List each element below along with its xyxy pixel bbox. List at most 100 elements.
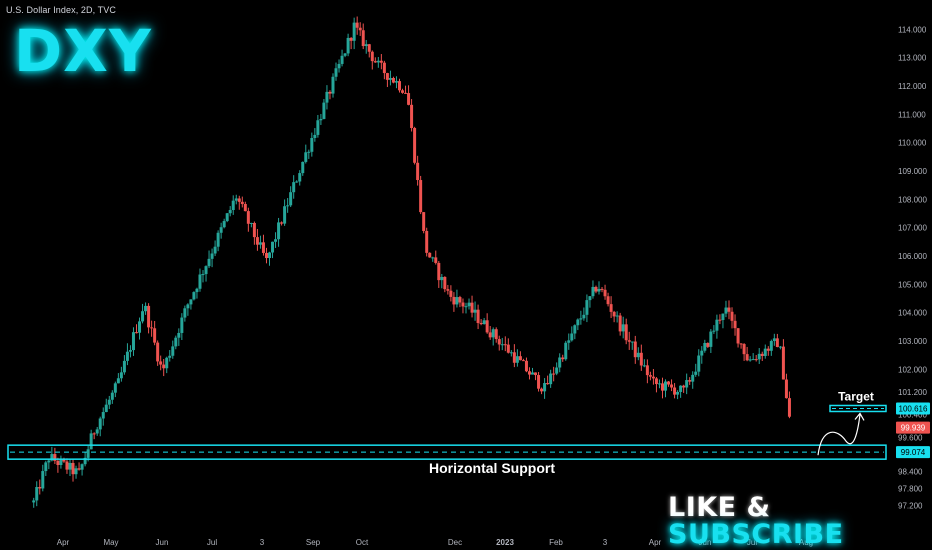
candle-body: [428, 252, 432, 258]
x-tick-label: Sep: [306, 538, 321, 547]
candle-body: [198, 274, 202, 289]
candle-body: [86, 449, 90, 458]
candle-body: [609, 304, 613, 312]
candle-body: [255, 237, 259, 245]
candle-body: [558, 357, 562, 368]
candle-body: [150, 327, 154, 329]
candle-body: [440, 276, 444, 281]
candle-body: [301, 161, 305, 174]
candle-body: [50, 454, 54, 461]
candle-body: [373, 61, 377, 63]
candle-body: [600, 288, 604, 290]
candle-body: [464, 306, 468, 308]
candle-body: [98, 418, 102, 430]
candle-body: [739, 343, 743, 345]
candle-body: [636, 352, 640, 358]
candle-body: [606, 296, 610, 305]
candle-body: [691, 374, 695, 382]
candle-body: [289, 192, 293, 206]
candle-body: [153, 328, 157, 343]
candle-body: [71, 462, 75, 475]
candle-body: [325, 91, 329, 103]
candle-body: [222, 221, 226, 228]
candle-body: [682, 385, 686, 388]
candle-body: [721, 313, 725, 321]
candle-body: [709, 331, 713, 347]
candle-body: [343, 53, 347, 56]
candle-body: [292, 182, 296, 193]
candle-body: [443, 276, 447, 290]
candle-body: [38, 487, 42, 489]
candle-body: [673, 387, 677, 395]
candle-body: [413, 127, 417, 163]
candle-body: [358, 27, 362, 31]
candle-body: [488, 332, 492, 338]
candle-body: [361, 30, 365, 47]
candle-body: [509, 352, 513, 354]
candle-body: [243, 204, 247, 212]
x-tick-label: Feb: [549, 538, 563, 547]
price-badge: [896, 446, 930, 459]
candle-body: [340, 55, 344, 64]
candle-body: [252, 222, 256, 238]
candle-body: [56, 460, 60, 466]
candle-body: [667, 381, 671, 385]
x-tick-label: May: [103, 538, 118, 547]
candle-body: [564, 342, 568, 360]
candle-body: [171, 346, 175, 356]
candle-body: [364, 44, 368, 47]
candle-body: [549, 373, 553, 385]
candle-body: [766, 348, 770, 351]
candle-body: [62, 459, 66, 462]
price-badge-label: 100.616: [899, 404, 928, 413]
candle-body: [249, 222, 253, 224]
x-tick-label: Oct: [356, 538, 369, 547]
cta-like: LIKE &: [668, 492, 771, 523]
candle-body: [258, 242, 262, 245]
candle-body: [576, 319, 580, 326]
candle-body: [271, 241, 275, 253]
candle-body: [295, 181, 299, 183]
y-tick-label: 99.600: [898, 433, 923, 442]
candle-body: [83, 457, 87, 465]
candle-body: [534, 372, 538, 376]
candle-body: [585, 300, 589, 315]
candles-layer: [32, 16, 791, 508]
x-tick-label: Jul: [207, 538, 217, 547]
candle-body: [715, 319, 719, 331]
price-badge: [896, 421, 930, 434]
candle-body: [503, 344, 507, 346]
cta-subscribe: SUBSCRIBE: [668, 519, 844, 550]
x-tick-label: Aug: [799, 538, 813, 547]
candle-body: [431, 257, 435, 259]
candle-body: [736, 328, 740, 344]
candle-body: [159, 361, 163, 365]
y-tick-label: 106.000: [898, 252, 927, 261]
candle-body: [624, 324, 628, 341]
candle-body: [724, 307, 728, 314]
candle-body: [618, 315, 622, 332]
candle-body: [473, 309, 477, 313]
candle-body: [727, 307, 731, 312]
y-tick-label: 97.200: [898, 501, 923, 510]
candle-body: [552, 373, 556, 375]
candle-body: [280, 222, 284, 224]
y-tick-label: 101.200: [898, 388, 927, 397]
candle-body: [506, 344, 510, 353]
candle-body: [367, 44, 371, 52]
brand-title: DXY: [14, 17, 152, 85]
candle-body: [718, 319, 722, 321]
candle-body: [455, 297, 459, 305]
y-tick-label: 110.000: [898, 139, 927, 148]
candle-body: [376, 60, 380, 63]
candle-body: [546, 383, 550, 385]
candle-body: [68, 462, 72, 470]
candle-body: [246, 211, 250, 224]
candle-body: [44, 462, 48, 472]
candle-body: [231, 200, 235, 211]
candle-body: [74, 468, 78, 475]
candle-body: [322, 102, 326, 119]
candle-body: [700, 350, 704, 356]
y-tick-label: 104.000: [898, 309, 927, 318]
candle-body: [168, 355, 172, 358]
